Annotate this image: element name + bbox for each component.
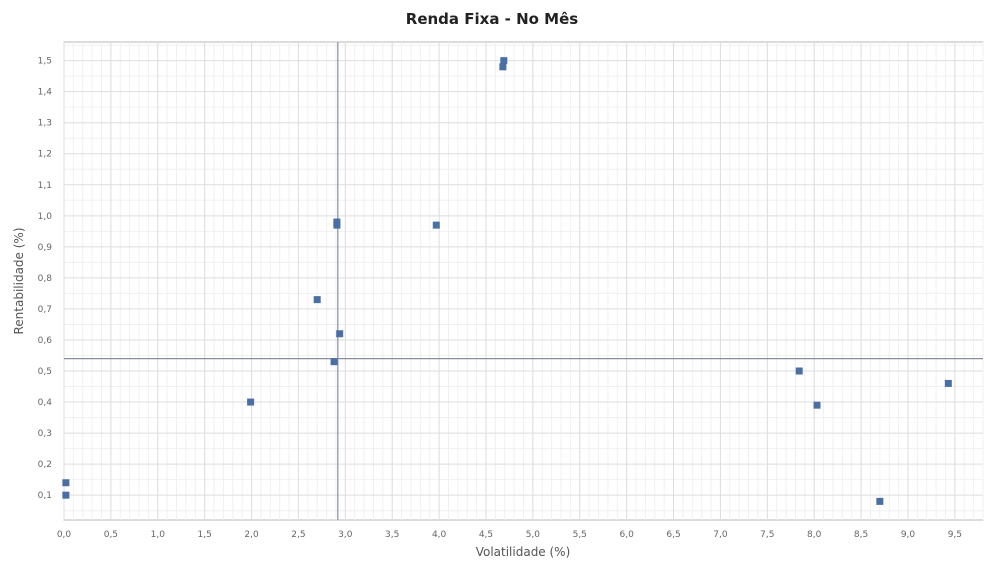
y-tick-label: 0,2 [38,460,52,470]
data-point [330,358,338,366]
x-tick-label: 4,5 [479,530,493,540]
x-tick-label: 9,5 [948,530,962,540]
y-axis-label: Rentabilidade (%) [12,227,26,334]
data-point [313,296,321,304]
data-points [62,57,952,505]
y-tick-label: 1,3 [38,119,52,129]
data-point [813,401,821,409]
x-tick-label: 2,5 [291,530,305,540]
grid-lines [63,42,984,520]
x-tick-labels: 0,0 0,5 1,0 1,5 2,0 2,5 3,0 3,5 4,0 4,5 5,0 5,5 6,0 6… [57,530,962,540]
y-tick-label: 0,6 [38,336,53,346]
data-point [499,63,507,71]
data-point [336,330,344,338]
x-axis-label: Volatilidade (%) [476,545,571,559]
y-tick-label: 0,7 [38,305,52,315]
x-tick-label: 7,5 [760,530,774,540]
x-tick-label: 1,0 [151,530,166,540]
y-tick-label: 0,9 [38,243,53,253]
data-point [795,367,803,375]
x-tick-label: 6,5 [666,530,680,540]
x-tick-label: 8,0 [807,530,822,540]
x-tick-label: 8,5 [854,530,868,540]
x-tick-label: 5,5 [573,530,587,540]
y-tick-label: 1,5 [38,57,52,67]
chart-title: Renda Fixa - No Mês [405,10,579,28]
x-tick-label: 1,5 [197,530,211,540]
x-tick-label: 3,0 [338,530,353,540]
data-point [500,57,508,65]
y-tick-label: 1,4 [38,88,53,98]
data-point [62,491,70,499]
y-tick-label: 0,1 [38,491,52,501]
y-tick-label: 0,5 [38,367,52,377]
x-tick-label: 6,0 [619,530,634,540]
data-point [432,221,440,229]
y-tick-label: 0,3 [38,429,52,439]
data-point [333,221,341,229]
y-tick-label: 1,1 [38,181,52,191]
y-tick-label: 0,8 [38,274,53,284]
reference-lines [64,42,983,520]
x-tick-label: 3,5 [385,530,399,540]
x-tick-label: 4,0 [432,530,447,540]
data-point [247,398,255,406]
x-tick-label: 5,0 [526,530,541,540]
y-tick-labels: 0,1 0,2 0,3 0,4 0,5 0,6 0,7 0,8 0,9 1,0 1,1 1,2 1,3 1… [38,57,53,502]
x-tick-label: 0,0 [57,530,72,540]
data-point [876,497,884,505]
data-point [62,479,70,487]
x-tick-label: 7,0 [713,530,728,540]
x-tick-label: 9,0 [901,530,916,540]
x-tick-label: 0,5 [104,530,118,540]
y-tick-label: 1,2 [38,150,52,160]
y-tick-label: 1,0 [38,212,53,222]
x-tick-label: 2,0 [244,530,259,540]
y-tick-label: 0,4 [38,398,53,408]
data-point [944,379,952,387]
